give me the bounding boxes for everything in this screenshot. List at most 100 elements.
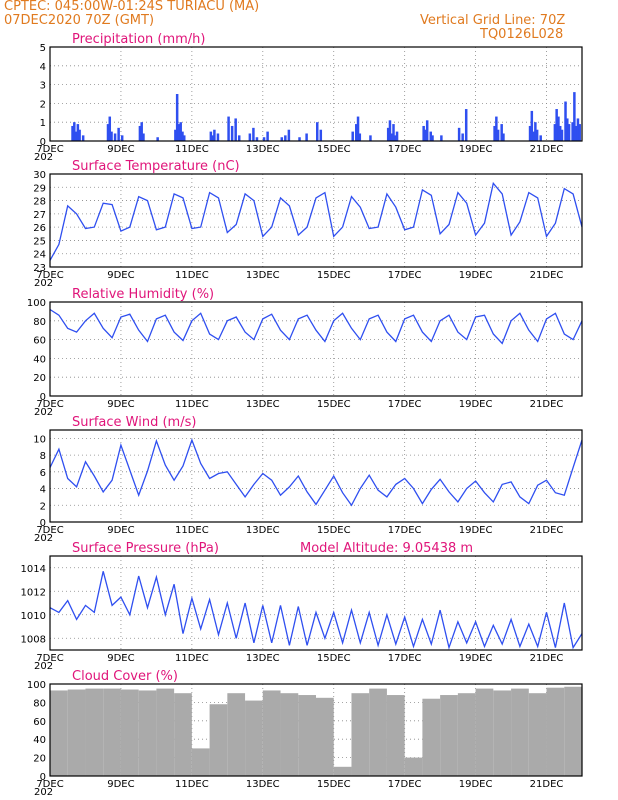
x-tick-label: 11DEC	[175, 144, 209, 155]
cloud-bar	[440, 695, 458, 776]
precip-bar	[252, 127, 255, 141]
x-tick-label: 11DEC	[175, 779, 209, 790]
precip-bar	[555, 109, 558, 141]
x-tick-label: 13DEC	[246, 144, 280, 155]
y-tick-label: 0	[40, 137, 46, 148]
precip-bar	[106, 124, 110, 141]
precip-bar	[395, 131, 399, 141]
cloud-bar	[227, 693, 246, 776]
precip-bar	[539, 135, 542, 141]
model-altitude-annotation: Model Altitude: 9.05438 m	[300, 541, 473, 556]
header-init-time: 07DEC2020 70Z (GMT)	[4, 13, 155, 28]
precip-bar	[351, 131, 354, 141]
x-tick-label: 7DEC	[36, 525, 63, 536]
cloud-bar	[369, 688, 387, 776]
y-tick-label: 28	[33, 197, 46, 208]
x-tick-label: 19DEC	[459, 144, 493, 155]
x-year-sublabel: 202	[34, 787, 53, 798]
cloud-bar	[422, 698, 441, 776]
precip-bar	[422, 125, 425, 141]
precip-bar	[356, 116, 360, 141]
y-tick-label: 1014	[21, 564, 46, 575]
y-tick-label: 25	[33, 236, 46, 247]
y-tick-label: 6	[40, 468, 46, 479]
precip-bar	[227, 116, 230, 141]
precip-bar	[156, 137, 159, 141]
precip-bar	[576, 118, 580, 141]
precip-bar	[425, 120, 429, 141]
precip-bar	[440, 135, 443, 141]
precip-bar	[117, 127, 120, 141]
y-tick-label: 4	[40, 62, 46, 73]
precip-bar	[76, 124, 80, 141]
cloud-bar	[138, 690, 157, 776]
precip-bar	[493, 125, 496, 141]
cloud-bar	[564, 686, 582, 776]
y-tick-label: 26	[33, 223, 46, 234]
precip-bar	[464, 109, 468, 141]
precip-bar	[386, 127, 390, 141]
x-tick-label: 19DEC	[459, 779, 493, 790]
precip-bar	[110, 131, 113, 141]
x-tick-label: 21DEC	[530, 525, 564, 536]
panel-frame	[49, 555, 583, 651]
header-model: TQ0126L028	[480, 27, 564, 42]
precip-bar	[528, 125, 532, 141]
series-line	[49, 308, 583, 345]
y-tick-label: 80	[33, 317, 46, 328]
precip-bar	[495, 116, 498, 141]
x-tick-label: 13DEC	[246, 779, 280, 790]
y-tick-label: 24	[33, 250, 46, 261]
precip-bar	[461, 133, 464, 141]
panel-frame	[49, 683, 583, 777]
y-tick-label: 60	[33, 336, 46, 347]
precip-bar	[237, 135, 241, 141]
y-tick-label: 20	[33, 373, 46, 384]
y-tick-label: 10	[33, 434, 46, 445]
precip-bar	[78, 129, 81, 141]
precip-bar	[183, 135, 186, 141]
x-tick-label: 15DEC	[317, 270, 351, 281]
precip-bar	[567, 124, 571, 141]
precip-bar	[255, 137, 259, 141]
y-tick-label: 29	[33, 183, 46, 194]
cloud-bar	[404, 757, 423, 776]
cloud-bar	[298, 695, 316, 776]
y-tick-label: 1010	[21, 611, 46, 622]
x-tick-label: 21DEC	[530, 144, 564, 155]
precip-bar	[140, 122, 143, 141]
x-tick-label: 9DEC	[107, 399, 134, 410]
y-tick-label: 2	[40, 99, 46, 110]
precip-bar	[71, 125, 74, 141]
x-tick-label: 13DEC	[246, 270, 280, 281]
header-station: CPTEC: 045:00W-01:24S TURIACU (MA)	[4, 0, 260, 14]
precip-bar	[248, 133, 252, 141]
cloud-bar	[85, 688, 104, 776]
precip-bar	[532, 131, 535, 141]
y-tick-label: 1012	[21, 587, 46, 598]
cloud-bar	[316, 697, 334, 776]
precip-bar	[457, 127, 461, 141]
precip-bar	[316, 122, 319, 141]
x-tick-label: 7DEC	[36, 270, 63, 281]
precip-bar	[496, 129, 500, 141]
precip-bar	[213, 129, 216, 141]
precip-bar	[574, 125, 578, 141]
x-tick-label: 11DEC	[175, 270, 209, 281]
x-tick-label: 9DEC	[107, 525, 134, 536]
cloud-bar	[511, 688, 529, 776]
y-tick-label: 40	[33, 354, 46, 365]
x-tick-label: 15DEC	[317, 399, 351, 410]
precip-bar	[181, 131, 184, 141]
precip-bar	[355, 124, 358, 141]
precip-bar	[280, 137, 284, 141]
x-tick-label: 21DEC	[530, 653, 564, 664]
x-tick-label: 17DEC	[388, 270, 422, 281]
x-tick-label: 21DEC	[530, 270, 564, 281]
cloud-bar	[67, 689, 86, 776]
precip-bar	[369, 135, 372, 141]
x-tick-label: 7DEC	[36, 144, 63, 155]
series-line	[49, 438, 583, 507]
precip-bar	[298, 137, 301, 141]
